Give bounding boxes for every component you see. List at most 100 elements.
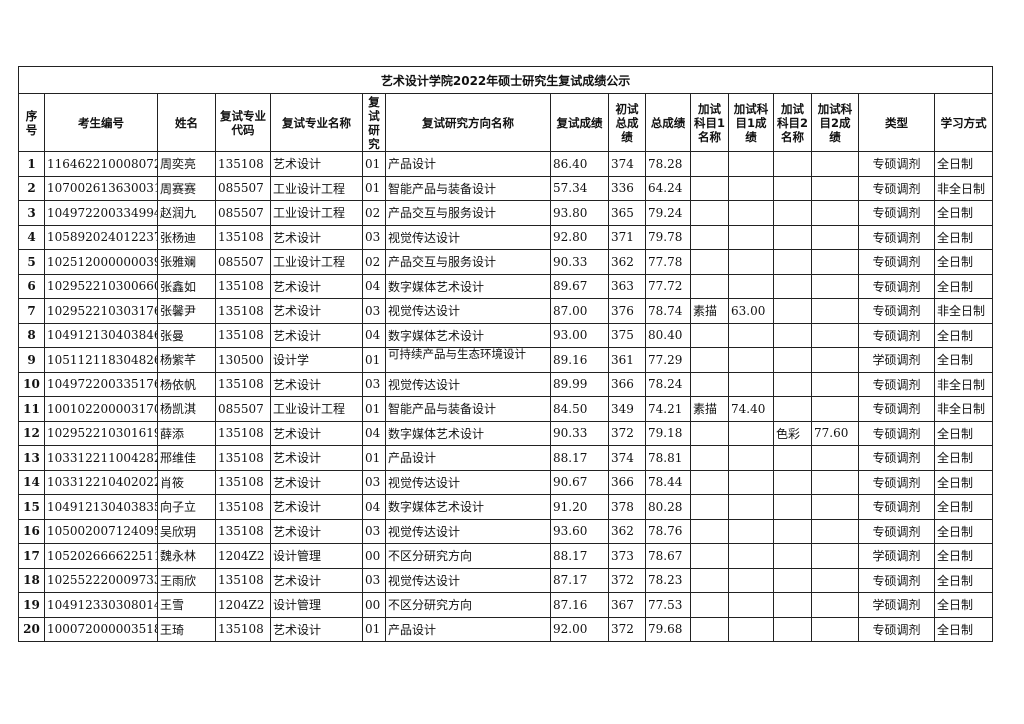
- cell-extra1-score: [728, 592, 774, 618]
- cell-extra2-name: [773, 200, 812, 226]
- cell-extra2-score: [811, 249, 859, 275]
- cell-major-code: 135108: [215, 567, 271, 593]
- cell-candidate-id: 100072000003518: [44, 616, 158, 642]
- cell-extra1-name: [690, 224, 729, 250]
- cell-extra1-name: [690, 543, 729, 569]
- cell-direction-name: 产品设计: [385, 445, 551, 471]
- table-row: 4 105892024012237 张杨迪 135108 艺术设计 03 视觉传达设计 92.…: [18, 224, 994, 250]
- cell-extra1-score: [728, 200, 774, 226]
- cell-extra1-score: [728, 518, 774, 544]
- cell-extra1-score: [728, 273, 774, 299]
- cell-candidate-id: 100102200003170: [44, 396, 158, 422]
- cell-total-score: 78.24: [645, 371, 691, 397]
- cell-study-mode: 全日制: [933, 249, 994, 275]
- header-extra2-score: 加试科目2成绩: [811, 93, 859, 152]
- cell-study-mode: 全日制: [933, 592, 994, 618]
- cell-major-name: 艺术设计: [270, 273, 363, 299]
- cell-direction-name: 不区分研究方向: [385, 592, 551, 618]
- cell-type: 专硕调剂: [858, 151, 935, 177]
- cell-major-name: 工业设计工程: [270, 200, 363, 226]
- cell-extra2-score: [811, 567, 859, 593]
- cell-type: 专硕调剂: [858, 249, 935, 275]
- cell-total-score: 77.53: [645, 592, 691, 618]
- table-row: 7 102952210303176 张馨尹 135108 艺术设计 03 视觉传达设计 87.…: [18, 298, 994, 324]
- cell-extra1-name: [690, 200, 729, 226]
- cell-direction-name: 视觉传达设计: [385, 224, 551, 250]
- cell-candidate-id: 104912130403835: [44, 494, 158, 520]
- cell-extra1-name: [690, 249, 729, 275]
- cell-prelim-score: 367: [608, 592, 646, 618]
- cell-seq: 10: [18, 371, 45, 397]
- cell-study-mode: 非全日制: [933, 175, 994, 201]
- cell-major-name: 艺术设计: [270, 224, 363, 250]
- cell-direction-code: 01: [362, 445, 386, 471]
- cell-seq: 12: [18, 420, 45, 446]
- cell-name: 张馨尹: [157, 298, 216, 324]
- cell-extra1-score: [728, 567, 774, 593]
- cell-extra1-score: [728, 420, 774, 446]
- table-row: 9 105112118304826 杨紫芊 130500 设计学 01 可持续产品与生态环境…: [18, 347, 994, 373]
- header-direction-code: 复试研究: [362, 93, 386, 152]
- cell-extra1-score: [728, 322, 774, 348]
- cell-retest-score: 87.17: [550, 567, 609, 593]
- cell-extra2-name: [773, 151, 812, 177]
- cell-extra1-score: [728, 371, 774, 397]
- cell-extra2-score: [811, 322, 859, 348]
- cell-total-score: 77.72: [645, 273, 691, 299]
- cell-study-mode: 全日制: [933, 151, 994, 177]
- cell-seq: 14: [18, 469, 45, 495]
- cell-seq: 3: [18, 200, 45, 226]
- cell-direction-name: 视觉传达设计: [385, 469, 551, 495]
- cell-type: 专硕调剂: [858, 396, 935, 422]
- cell-major-name: 工业设计工程: [270, 175, 363, 201]
- cell-extra2-name: 色彩: [773, 420, 812, 446]
- cell-extra2-name: [773, 543, 812, 569]
- cell-study-mode: 全日制: [933, 322, 994, 348]
- header-major-code: 复试专业代码: [215, 93, 271, 152]
- cell-type: 专硕调剂: [858, 445, 935, 471]
- cell-major-code: 1204Z2: [215, 592, 271, 618]
- cell-extra2-score: [811, 175, 859, 201]
- header-candidate-id: 考生编号: [44, 93, 158, 152]
- cell-extra2-name: [773, 592, 812, 618]
- header-name: 姓名: [157, 93, 216, 152]
- cell-major-name: 艺术设计: [270, 567, 363, 593]
- header-total-score: 总成绩: [645, 93, 691, 152]
- cell-type: 专硕调剂: [858, 322, 935, 348]
- cell-prelim-score: 376: [608, 298, 646, 324]
- cell-retest-score: 92.00: [550, 616, 609, 642]
- cell-major-code: 135108: [215, 224, 271, 250]
- cell-name: 赵润九: [157, 200, 216, 226]
- cell-extra2-score: [811, 469, 859, 495]
- cell-candidate-id: 102952210301619: [44, 420, 158, 446]
- cell-name: 杨依帆: [157, 371, 216, 397]
- cell-extra2-name: [773, 567, 812, 593]
- cell-prelim-score: 373: [608, 543, 646, 569]
- cell-major-code: 135108: [215, 494, 271, 520]
- cell-retest-score: 88.17: [550, 543, 609, 569]
- cell-retest-score: 93.00: [550, 322, 609, 348]
- cell-seq: 2: [18, 175, 45, 201]
- cell-prelim-score: 375: [608, 322, 646, 348]
- cell-direction-name: 产品交互与服务设计: [385, 249, 551, 275]
- cell-direction-name: 数字媒体艺术设计: [385, 322, 551, 348]
- cell-extra2-score: 77.60: [811, 420, 859, 446]
- cell-seq: 9: [18, 347, 45, 373]
- cell-total-score: 79.24: [645, 200, 691, 226]
- cell-study-mode: 全日制: [933, 273, 994, 299]
- cell-extra2-name: [773, 494, 812, 520]
- cell-name: 张雅斓: [157, 249, 216, 275]
- cell-direction-name: 视觉传达设计: [385, 371, 551, 397]
- table-row: 5 102512000000039 张雅斓 085507 工业设计工程 02 产品交互与服务…: [18, 249, 994, 275]
- cell-name: 王雨欣: [157, 567, 216, 593]
- cell-major-code: 135108: [215, 371, 271, 397]
- cell-extra1-score: [728, 616, 774, 642]
- cell-major-code: 135108: [215, 151, 271, 177]
- cell-candidate-id: 102952210303176: [44, 298, 158, 324]
- cell-name: 吴欣玥: [157, 518, 216, 544]
- cell-extra2-score: [811, 200, 859, 226]
- cell-direction-code: 03: [362, 298, 386, 324]
- cell-study-mode: 全日制: [933, 494, 994, 520]
- cell-major-name: 艺术设计: [270, 371, 363, 397]
- cell-extra2-name: [773, 273, 812, 299]
